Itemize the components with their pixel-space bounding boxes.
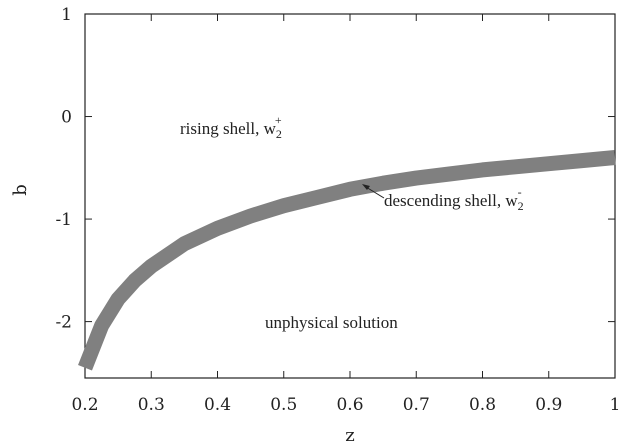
- svg-text:descending shell, w2-: descending shell, w2-: [384, 185, 524, 213]
- annotation-rising-sub: 2: [276, 127, 282, 141]
- series-layer: [78, 150, 616, 371]
- annotation-descending-sub: 2: [518, 199, 524, 213]
- x-tick-label: 1: [610, 395, 621, 415]
- annotation-arrow-head: [362, 184, 370, 190]
- x-tick-label: 0.6: [336, 395, 363, 415]
- svg-text:rising shell, w2+: rising shell, w2+: [180, 113, 282, 141]
- x-tick-label: 0.8: [469, 395, 496, 415]
- y-tick-label: -1: [55, 210, 72, 230]
- x-tick-label: 0.3: [138, 395, 165, 415]
- x-tick-label: 0.7: [403, 395, 430, 415]
- y-tick-label: 0: [61, 108, 72, 128]
- annotation-arrow-line: [365, 186, 385, 199]
- annotation-unphysical-solution: unphysical solution: [265, 313, 398, 332]
- annotation-rising-shell: rising shell, w2+: [180, 113, 282, 141]
- annotation-rising-text: rising shell, w: [180, 119, 277, 138]
- x-tick-label: 0.4: [204, 395, 231, 415]
- y-tick-label: -2: [55, 313, 72, 333]
- y-tick-label: 1: [61, 5, 72, 25]
- x-tick-label: 0.2: [71, 395, 98, 415]
- y-axis-label: b: [10, 184, 31, 196]
- x-tick-label: 0.9: [535, 395, 562, 415]
- series-band-0: [78, 150, 616, 371]
- annotation-descending-sup: -: [518, 185, 522, 199]
- x-tick-label: 0.5: [270, 395, 297, 415]
- x-axis-label: z: [345, 425, 354, 445]
- annotation-descending-shell: descending shell, w2-: [362, 184, 524, 213]
- annotation-rising-sup: +: [275, 113, 282, 127]
- tick-layer: 0.2 0.3 0.4 0.5 0.6 0.7 0.8 0.9 110-1-2: [55, 5, 620, 415]
- annotation-descending-text: descending shell, w: [384, 191, 518, 210]
